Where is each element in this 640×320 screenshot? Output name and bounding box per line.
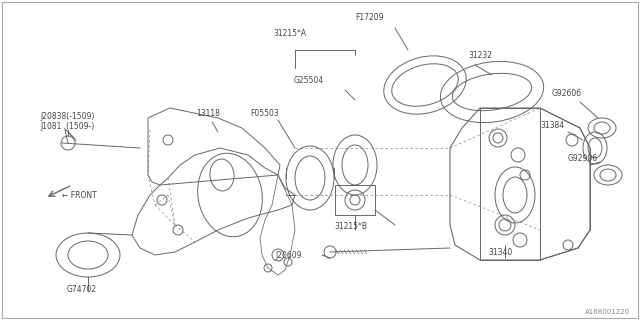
Text: G92606: G92606 (552, 89, 582, 98)
Text: A168001220: A168001220 (585, 309, 630, 315)
Text: 31232: 31232 (468, 51, 492, 60)
Text: F05503: F05503 (250, 109, 279, 118)
Text: 31215*A: 31215*A (273, 29, 307, 38)
Text: 31340: 31340 (488, 248, 512, 257)
Text: F17209: F17209 (355, 13, 383, 22)
Text: J20609: J20609 (275, 251, 302, 260)
Text: G74702: G74702 (67, 285, 97, 294)
Text: 13118: 13118 (196, 109, 220, 118)
Text: J1081  (1509-): J1081 (1509-) (40, 122, 94, 131)
Text: G92906: G92906 (568, 154, 598, 163)
Text: G25504: G25504 (294, 76, 324, 85)
Text: ← FRONT: ← FRONT (62, 191, 97, 201)
Text: 31384: 31384 (540, 121, 564, 130)
Text: J20838(-1509): J20838(-1509) (40, 112, 94, 121)
Text: 31215*B: 31215*B (334, 222, 367, 231)
